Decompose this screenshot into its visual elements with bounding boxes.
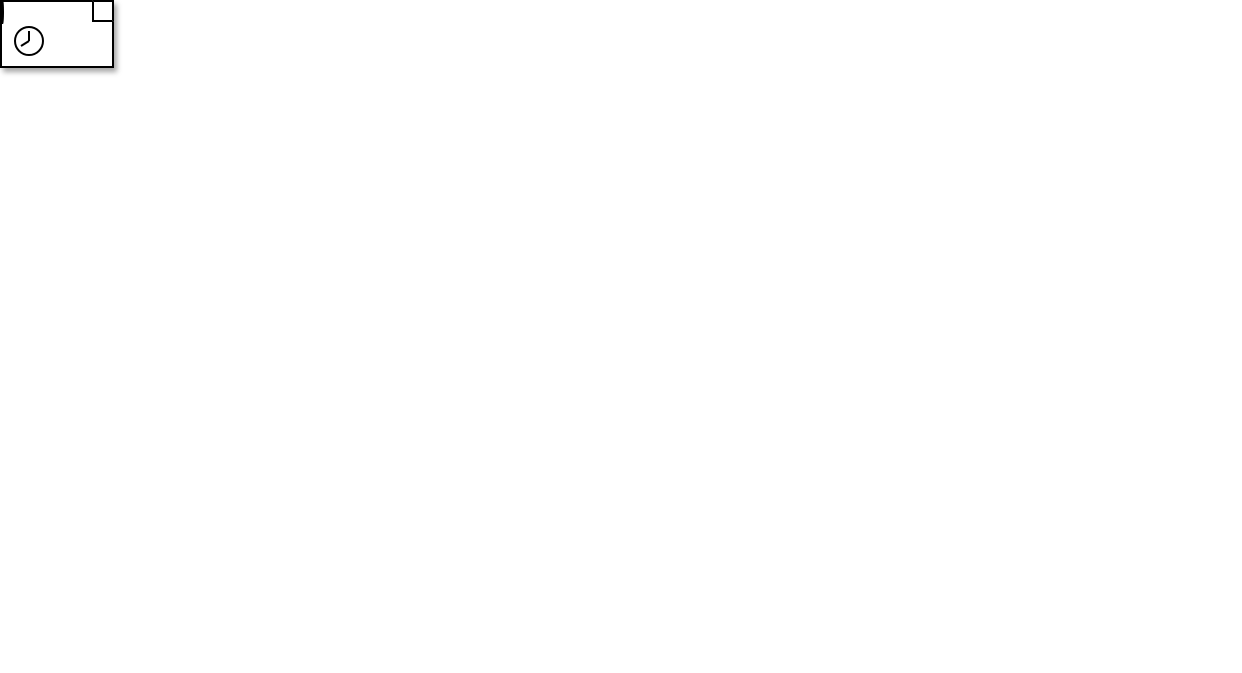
bar-chart-icon — [56, 18, 102, 58]
clock-icon — [12, 24, 46, 58]
cristal-report-doc — [0, 0, 114, 68]
